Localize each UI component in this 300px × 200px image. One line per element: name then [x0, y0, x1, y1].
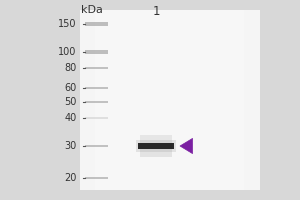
Text: 50: 50	[64, 97, 76, 107]
Bar	[140, 135, 172, 149]
Text: 100: 100	[58, 47, 76, 57]
Text: 80: 80	[64, 63, 76, 73]
Text: 30: 30	[64, 141, 76, 151]
Bar	[85, 67, 108, 69]
Bar	[85, 101, 108, 103]
Text: 150: 150	[58, 19, 76, 29]
Bar	[140, 143, 172, 157]
Bar	[138, 143, 174, 149]
Bar	[85, 50, 108, 54]
Bar	[85, 22, 108, 26]
Text: 60: 60	[64, 83, 76, 93]
Bar	[85, 145, 108, 147]
Text: kDa: kDa	[81, 5, 103, 15]
Text: 40: 40	[64, 113, 76, 123]
Text: 20: 20	[64, 173, 76, 183]
Bar	[80, 10, 260, 190]
Bar	[85, 177, 108, 179]
Bar	[136, 140, 176, 152]
Bar	[94, 10, 244, 190]
Bar	[85, 87, 108, 89]
Polygon shape	[180, 138, 193, 154]
Text: 1: 1	[152, 5, 160, 18]
Bar	[85, 117, 108, 119]
